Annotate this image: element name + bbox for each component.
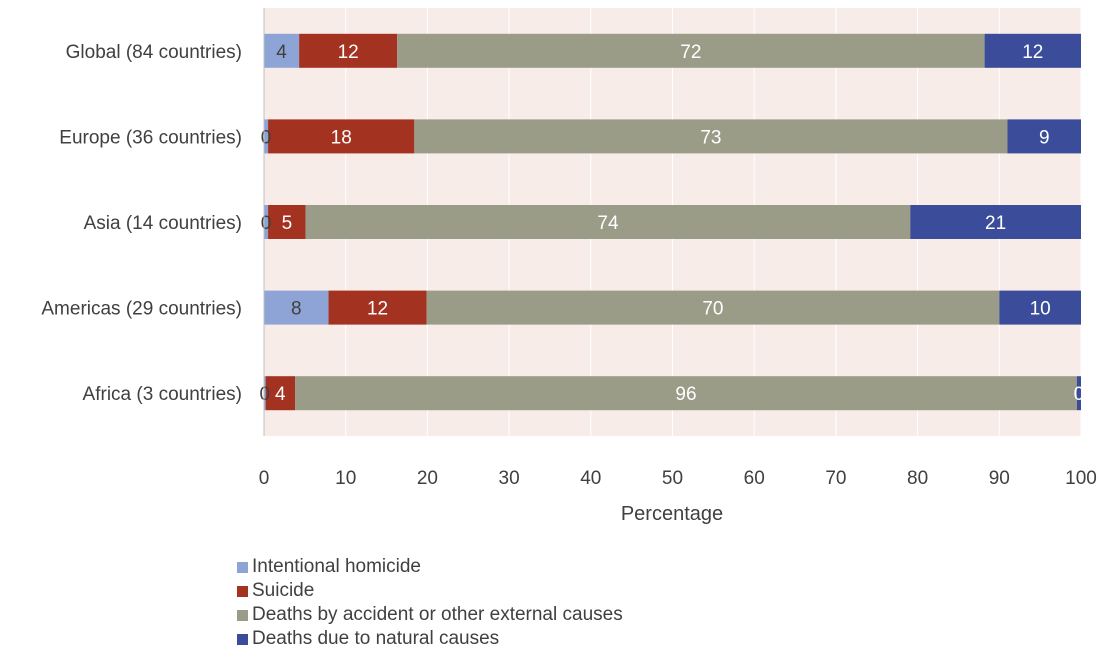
x-tick-label: 20 — [417, 468, 438, 489]
legend-swatch — [237, 609, 248, 621]
category-label: Americas (29 countries) — [41, 299, 242, 320]
x-tick-labels: 0 10 20 30 40 50 60 70 80 90 100 — [259, 468, 1097, 489]
bar-segment — [268, 205, 306, 239]
bar-segment — [1076, 376, 1081, 411]
x-tick-label: 80 — [907, 468, 928, 489]
data-label: 12 — [367, 299, 388, 320]
legend-label: Intentional homicide — [252, 556, 421, 577]
bar-segment — [264, 290, 329, 325]
data-label: 12 — [1022, 42, 1043, 63]
bars — [264, 33, 1081, 411]
bar-segment — [397, 33, 985, 68]
data-label: 21 — [985, 213, 1006, 234]
legend-item: Suicide — [237, 579, 623, 603]
legend-label: Deaths due to natural causes — [252, 628, 500, 649]
data-label: 18 — [331, 127, 352, 148]
data-label: 0 — [1074, 384, 1085, 405]
data-label: 0 — [261, 213, 272, 234]
bar-segment — [265, 376, 296, 411]
category-label: Asia (14 countries) — [84, 213, 242, 234]
bar-segment — [268, 119, 415, 154]
bar-segment — [264, 119, 269, 154]
legend-swatch — [237, 585, 248, 597]
bar-segment — [414, 119, 1008, 154]
data-labels: 4 12 72 120 18 73 90 5 74 218 12 70 100 4 96 0 — [260, 42, 1085, 405]
category-label: Africa (3 countries) — [83, 384, 242, 405]
bar-segment — [264, 376, 266, 411]
bar-segment — [999, 290, 1081, 325]
data-label: 4 — [276, 42, 287, 63]
data-label: 0 — [260, 384, 271, 405]
data-label: 0 — [261, 127, 272, 148]
data-label: 72 — [680, 42, 701, 63]
data-label: 4 — [275, 384, 286, 405]
x-tick-label: 90 — [989, 468, 1010, 489]
bar-segment — [295, 376, 1077, 411]
x-tick-label: 60 — [744, 468, 765, 489]
x-tick-label: 50 — [662, 468, 683, 489]
data-label: 74 — [597, 213, 619, 234]
x-tick-label: 100 — [1065, 468, 1097, 489]
bar-segment — [1007, 119, 1081, 154]
category-labels: Global (84 countries) Europe (36 countrie… — [41, 42, 242, 405]
x-tick-label: 40 — [580, 468, 601, 489]
data-label: 73 — [700, 127, 721, 148]
data-label: 96 — [675, 384, 696, 405]
legend: Intentional homicide Suicide Deaths by acc… — [237, 555, 623, 651]
bar-segment — [264, 33, 300, 68]
legend-item: Intentional homicide — [237, 555, 623, 579]
legend-swatch — [237, 561, 248, 573]
x-tick-label: 30 — [499, 468, 520, 489]
data-label: 5 — [282, 213, 293, 234]
data-label: 12 — [338, 42, 359, 63]
category-label: Europe (36 countries) — [59, 127, 242, 148]
legend-item: Deaths due to natural causes — [237, 627, 623, 651]
data-label: 9 — [1039, 127, 1050, 148]
x-axis-title: Percentage — [621, 503, 723, 525]
x-tick-label: 10 — [335, 468, 356, 489]
legend-label: Suicide — [252, 580, 315, 601]
bar-segment — [305, 205, 911, 239]
legend-swatch — [237, 633, 248, 645]
bar-segment — [328, 290, 427, 325]
legend-label: Deaths by accident or other external cau… — [252, 604, 623, 625]
x-tick-label: 0 — [259, 468, 270, 489]
x-tick-label: 70 — [825, 468, 846, 489]
bar-segment — [426, 290, 1000, 325]
stacked-bar-chart: 4 12 72 120 18 73 90 5 74 218 12 70 100 4 96 0 Global (… — [41, 8, 1097, 525]
category-label: Global (84 countries) — [66, 42, 242, 63]
data-label: 70 — [702, 299, 723, 320]
bar-segment — [264, 205, 269, 239]
bar-segment — [984, 33, 1081, 68]
bar-segment — [910, 205, 1081, 239]
data-label: 8 — [291, 299, 302, 320]
legend-item: Deaths by accident or other external cau… — [237, 603, 623, 627]
bar-segment — [299, 33, 398, 68]
data-label: 10 — [1030, 299, 1051, 320]
